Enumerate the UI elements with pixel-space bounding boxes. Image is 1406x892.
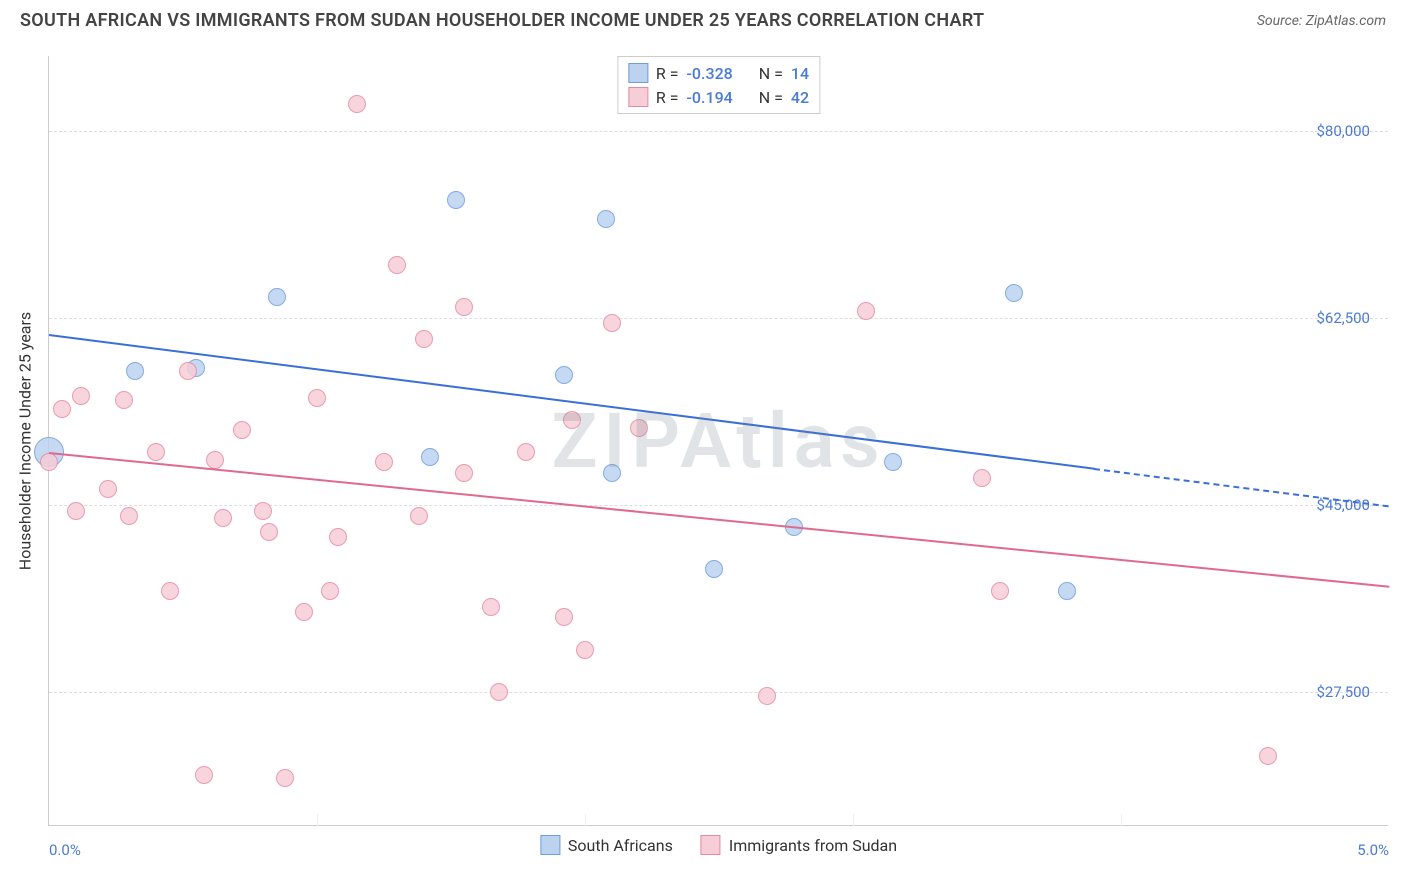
legend-r-label: R =: [656, 64, 679, 83]
scatter-point-south_africans: [603, 464, 621, 482]
y-tick-label: $62,500: [1316, 309, 1370, 327]
gridline-horizontal: [49, 131, 1388, 132]
scatter-point-immigrants_sudan: [321, 582, 339, 600]
scatter-point-south_africans: [884, 453, 902, 471]
scatter-point-immigrants_sudan: [115, 391, 133, 409]
legend-stat-row-immigrants_sudan: R = -0.194 N = 42: [628, 85, 809, 109]
legend-swatch: [701, 835, 721, 855]
scatter-point-south_africans: [447, 191, 465, 209]
scatter-point-immigrants_sudan: [179, 362, 197, 380]
scatter-point-immigrants_sudan: [72, 387, 90, 405]
scatter-point-immigrants_sudan: [195, 766, 213, 784]
scatter-point-south_africans: [597, 210, 615, 228]
scatter-point-immigrants_sudan: [120, 507, 138, 525]
bottom-legend: South Africans Immigrants from Sudan: [540, 835, 897, 855]
scatter-point-immigrants_sudan: [630, 419, 648, 437]
scatter-point-immigrants_sudan: [260, 523, 278, 541]
legend-n-label: N =: [759, 88, 783, 107]
legend-r-value: -0.194: [686, 88, 732, 107]
scatter-point-immigrants_sudan: [276, 769, 294, 787]
scatter-point-immigrants_sudan: [375, 453, 393, 471]
scatter-point-immigrants_sudan: [857, 302, 875, 320]
legend-swatch: [628, 87, 648, 107]
scatter-point-south_africans: [268, 288, 286, 306]
legend-n-value: 42: [791, 88, 809, 107]
legend-swatch: [628, 63, 648, 83]
scatter-point-immigrants_sudan: [563, 411, 581, 429]
bottom-legend-label: Immigrants from Sudan: [729, 836, 897, 855]
gridline-horizontal: [49, 692, 1388, 693]
legend-r-label: R =: [656, 88, 679, 107]
scatter-point-immigrants_sudan: [348, 95, 366, 113]
x-minor-tick: [317, 814, 318, 826]
chart-title: SOUTH AFRICAN VS IMMIGRANTS FROM SUDAN H…: [20, 10, 984, 31]
scatter-point-immigrants_sudan: [1259, 747, 1277, 765]
scatter-point-immigrants_sudan: [455, 298, 473, 316]
x-tick-label: 5.0%: [1357, 841, 1389, 859]
trend-line: [49, 334, 1094, 470]
scatter-point-immigrants_sudan: [40, 453, 58, 471]
scatter-point-immigrants_sudan: [206, 451, 224, 469]
scatter-point-immigrants_sudan: [991, 582, 1009, 600]
legend-r-value: -0.328: [686, 64, 732, 83]
legend-swatch: [540, 835, 560, 855]
bottom-legend-label: South Africans: [568, 836, 673, 855]
x-tick-label: 0.0%: [49, 841, 81, 859]
trend-line: [1094, 468, 1389, 507]
scatter-point-south_africans: [421, 448, 439, 466]
bottom-legend-item: South Africans: [540, 835, 673, 855]
scatter-point-immigrants_sudan: [295, 603, 313, 621]
gridline-horizontal: [49, 505, 1388, 506]
scatter-point-immigrants_sudan: [99, 480, 117, 498]
x-minor-tick: [853, 814, 854, 826]
legend-n-value: 14: [791, 64, 809, 83]
scatter-point-south_africans: [555, 366, 573, 384]
scatter-point-immigrants_sudan: [758, 687, 776, 705]
scatter-point-immigrants_sudan: [147, 443, 165, 461]
scatter-point-south_africans: [1058, 582, 1076, 600]
legend-stat-row-south_africans: R = -0.328 N = 14: [628, 61, 809, 85]
scatter-point-immigrants_sudan: [308, 389, 326, 407]
legend-n-label: N =: [759, 64, 783, 83]
scatter-point-immigrants_sudan: [603, 314, 621, 332]
scatter-point-immigrants_sudan: [482, 598, 500, 616]
scatter-point-immigrants_sudan: [555, 608, 573, 626]
x-minor-tick: [585, 814, 586, 826]
scatter-point-immigrants_sudan: [214, 509, 232, 527]
gridline-horizontal: [49, 318, 1388, 319]
y-tick-label: $27,500: [1316, 683, 1370, 701]
scatter-point-south_africans: [1005, 284, 1023, 302]
y-tick-label: $80,000: [1316, 122, 1370, 140]
scatter-point-immigrants_sudan: [490, 683, 508, 701]
scatter-point-south_africans: [705, 560, 723, 578]
scatter-point-immigrants_sudan: [973, 469, 991, 487]
scatter-point-immigrants_sudan: [517, 443, 535, 461]
scatter-point-immigrants_sudan: [67, 502, 85, 520]
scatter-point-immigrants_sudan: [254, 502, 272, 520]
scatter-point-immigrants_sudan: [576, 641, 594, 659]
scatter-point-immigrants_sudan: [410, 507, 428, 525]
bottom-legend-item: Immigrants from Sudan: [701, 835, 897, 855]
scatter-point-south_africans: [126, 362, 144, 380]
scatter-point-immigrants_sudan: [455, 464, 473, 482]
scatter-point-immigrants_sudan: [388, 256, 406, 274]
legend-correlation-box: R = -0.328 N = 14 R = -0.194 N = 42: [617, 56, 820, 114]
chart-source: Source: ZipAtlas.com: [1257, 13, 1386, 29]
scatter-point-immigrants_sudan: [233, 421, 251, 439]
scatter-point-immigrants_sudan: [329, 528, 347, 546]
chart-plot-area: Householder Income Under 25 years $27,50…: [48, 56, 1388, 826]
scatter-point-immigrants_sudan: [415, 330, 433, 348]
y-axis-label: Householder Income Under 25 years: [16, 311, 35, 569]
x-minor-tick: [1121, 814, 1122, 826]
scatter-point-immigrants_sudan: [53, 400, 71, 418]
scatter-point-immigrants_sudan: [161, 582, 179, 600]
